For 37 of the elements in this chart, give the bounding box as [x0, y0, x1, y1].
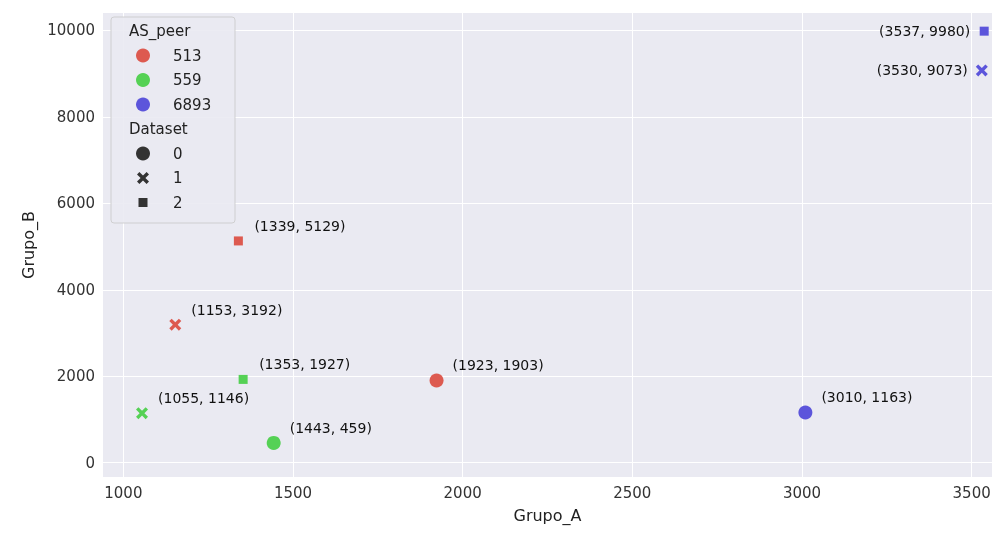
legend-label: 559 — [173, 71, 202, 89]
legend-label: 2 — [173, 193, 183, 212]
x-tick-label: 1500 — [273, 483, 313, 502]
annotation: (1443, 459) — [289, 419, 372, 436]
annotation: (3530, 9073) — [876, 62, 968, 79]
x-tick-label: 3000 — [782, 483, 822, 502]
annotation: (3537, 9980) — [879, 23, 971, 40]
x-tick-label: 2500 — [613, 483, 652, 502]
x-tick-label: 3500 — [952, 483, 991, 502]
x-tick-label: 2000 — [443, 483, 482, 502]
y-tick-label: 2000 — [56, 367, 95, 386]
y-axis-title: Grupo_B — [18, 210, 39, 280]
annotation: (1339, 5129) — [254, 217, 346, 234]
point — [266, 435, 281, 450]
legend-label: 0 — [173, 144, 183, 163]
annotation: (1923, 1903) — [452, 357, 544, 374]
annotation: (1055, 1146) — [158, 390, 250, 407]
y-tick-label: 4000 — [56, 280, 95, 299]
point — [798, 405, 813, 420]
annotation: (1153, 3192) — [191, 301, 283, 318]
legend-label: 6893 — [173, 95, 212, 114]
y-tick-label: 8000 — [56, 107, 95, 126]
legend-label: 1 — [173, 169, 183, 187]
x-tick-label: 1000 — [104, 483, 143, 502]
y-tick-label: 0 — [85, 453, 95, 472]
y-tick-label: 6000 — [56, 194, 95, 213]
text: Dataset — [129, 120, 188, 138]
point — [136, 407, 149, 420]
annotation: (3010, 1163) — [821, 389, 913, 406]
point — [975, 64, 988, 77]
text: AS_peer — [129, 22, 191, 40]
point — [429, 373, 444, 388]
x-axis-title: Grupo_A — [513, 505, 582, 526]
y-tick-label: 10000 — [47, 21, 95, 40]
point — [169, 318, 182, 331]
annotation: (1353, 1927) — [259, 356, 351, 373]
legend-label: 513 — [173, 46, 202, 65]
